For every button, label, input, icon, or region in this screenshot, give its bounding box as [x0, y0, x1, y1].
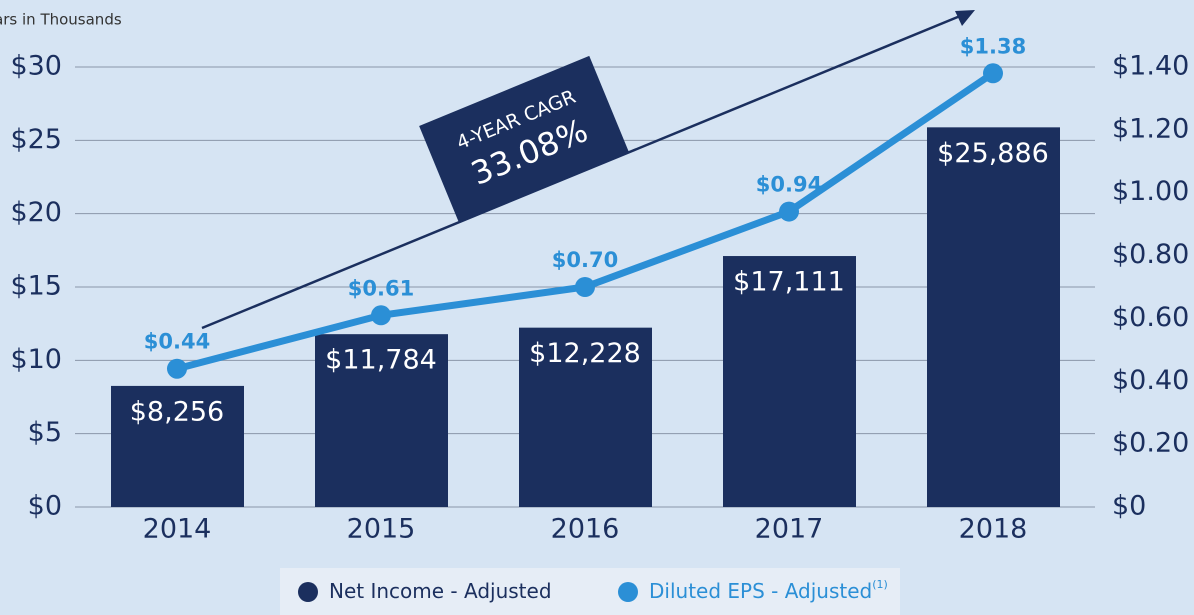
y-tick-label: $30	[10, 51, 62, 82]
y-tick-label: $5	[28, 417, 62, 448]
bar	[315, 334, 448, 507]
legend-marker	[618, 582, 638, 602]
line-point	[983, 63, 1003, 84]
y2-tick-label: $1.40	[1112, 51, 1189, 82]
line-value-label: $1.38	[960, 34, 1026, 58]
legend-label: Net Income - Adjusted	[329, 579, 552, 603]
legend-marker	[298, 582, 318, 602]
line-value-label: $0.94	[756, 173, 822, 197]
bar-value-label: $25,886	[937, 138, 1049, 169]
subtitle: Dollars in Thousands	[0, 11, 122, 29]
line-value-label: $0.70	[552, 248, 618, 272]
bar-value-label: $12,228	[529, 338, 641, 369]
y2-tick-label: $0	[1112, 491, 1146, 522]
line-point	[167, 358, 187, 379]
y-tick-label: $0	[28, 491, 62, 522]
legend-footnote: (1)	[872, 578, 888, 591]
bar-value-label: $17,111	[733, 267, 845, 298]
x-tick-label: 2014	[143, 514, 212, 545]
bar	[519, 327, 652, 507]
bar	[927, 127, 1060, 507]
bar	[723, 256, 856, 507]
legend-name: Diluted EPS - Adjusted	[649, 579, 872, 603]
y2-tick-label: $0.60	[1112, 302, 1189, 333]
y2-tick-label: $0.40	[1112, 365, 1189, 396]
x-tick-label: 2016	[551, 514, 620, 545]
y-tick-label: $10	[10, 344, 62, 375]
bar-value-label: $11,784	[325, 345, 437, 376]
y-tick-label: $15	[10, 271, 62, 302]
y2-tick-label: $1.20	[1112, 113, 1189, 144]
line-point	[575, 277, 595, 297]
cagr-arrow	[201, 12, 966, 330]
y-tick-label: $25	[10, 124, 62, 155]
line-point	[779, 201, 799, 222]
y2-tick-label: $0.20	[1112, 428, 1189, 459]
line-point	[371, 305, 391, 326]
legend-label: Diluted EPS - Adjusted(1)	[649, 578, 888, 603]
y2-tick-label: $0.80	[1112, 239, 1189, 270]
legend-box	[280, 568, 900, 615]
bar	[111, 385, 244, 507]
x-tick-label: 2015	[347, 514, 416, 545]
cagr-arrowhead	[955, 10, 975, 26]
bar-value-label: $8,256	[130, 396, 224, 427]
line-value-label: $0.61	[348, 276, 414, 300]
y2-tick-label: $1.00	[1112, 176, 1189, 207]
x-tick-label: 2018	[959, 514, 1028, 545]
line-value-label: $0.44	[144, 330, 210, 354]
x-tick-label: 2017	[755, 514, 824, 545]
cagr-box	[419, 55, 629, 223]
legend-name: Net Income - Adjusted	[329, 579, 552, 603]
y-tick-label: $20	[10, 197, 62, 228]
